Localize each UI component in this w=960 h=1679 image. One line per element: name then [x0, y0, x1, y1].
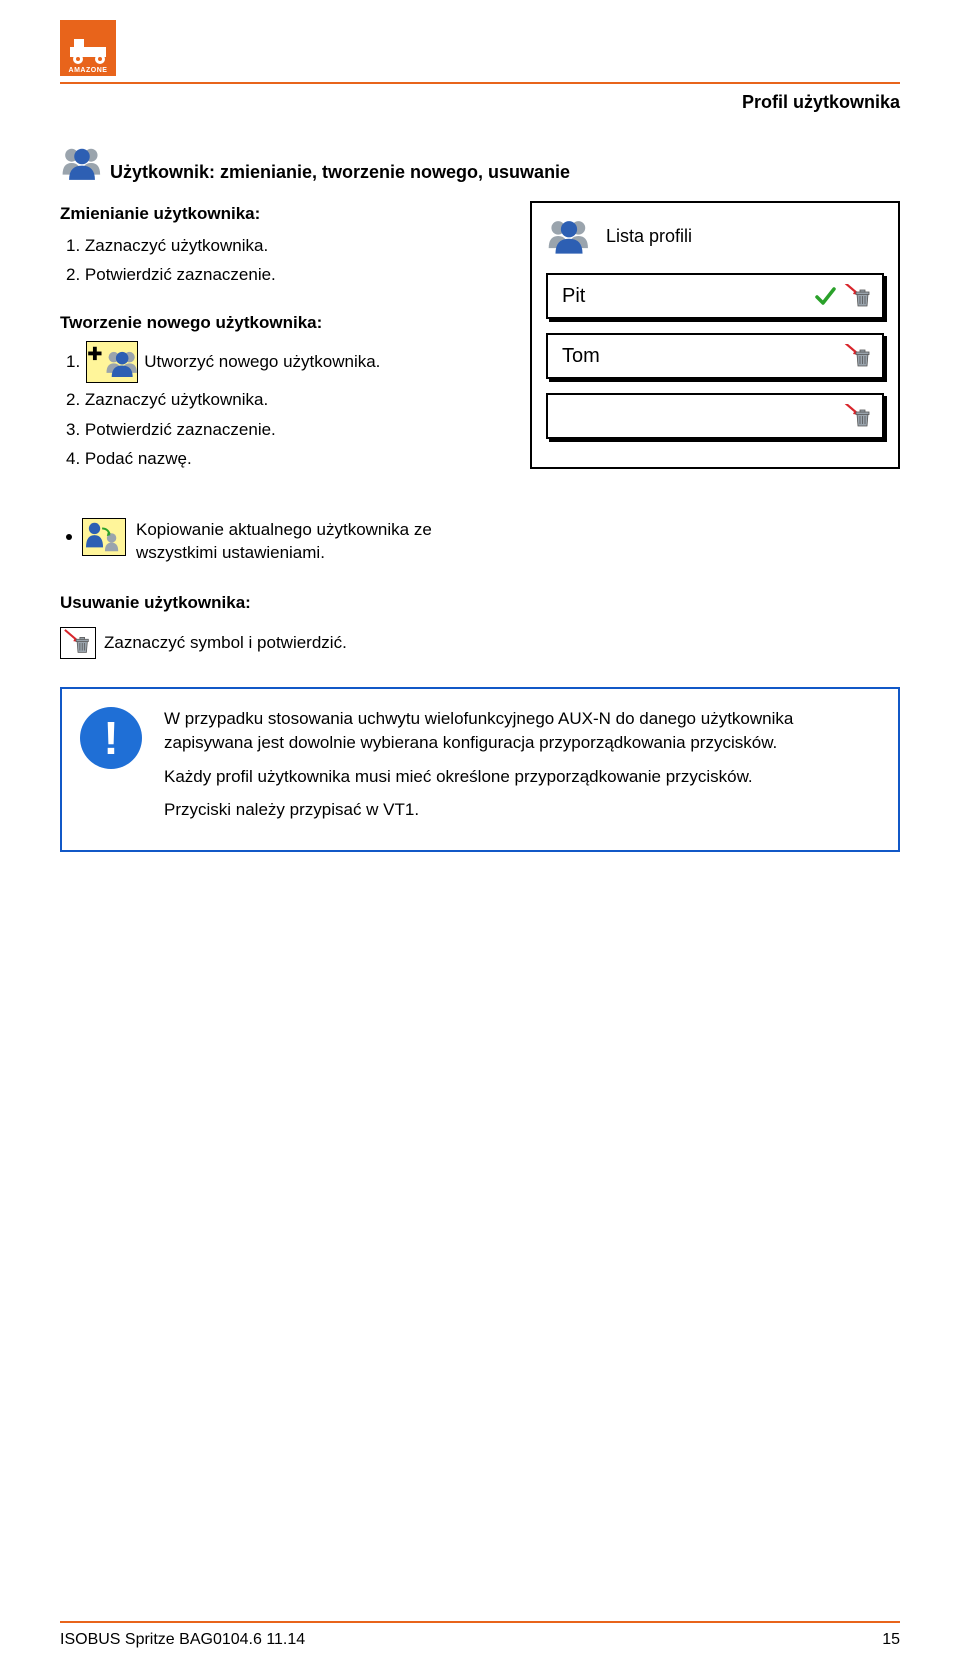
people-icon	[546, 215, 592, 257]
trash-icon	[60, 627, 96, 659]
info-p3: Przyciski należy przypisać w VT1.	[164, 798, 878, 822]
people-icon	[60, 143, 104, 183]
page-title: Profil użytkownika	[60, 92, 900, 113]
info-icon: !	[80, 707, 142, 769]
profile-row[interactable]: Tom	[546, 333, 884, 379]
logo-text: AMAZONE	[69, 67, 108, 74]
logo: AMAZONE	[60, 20, 116, 76]
footer-rule	[60, 1621, 900, 1623]
create-step-1-text: Utworzyć nowego użytkownika.	[144, 349, 380, 375]
create-user-heading: Tworzenie nowego użytkownika:	[60, 310, 500, 336]
footer-left: ISOBUS Spritze BAG0104.6 11.14	[60, 1631, 305, 1649]
change-step-2: 2. Potwierdzić zaznaczenie.	[66, 262, 500, 288]
info-p1: W przypadku stosowania uchwytu wielofunk…	[164, 707, 878, 755]
create-step-3: 3. Potwierdzić zaznaczenie.	[66, 417, 500, 443]
delete-user-heading: Usuwanie użytkownika:	[60, 593, 900, 613]
copy-user-text: Kopiowanie aktualnego użytkownika ze wsz…	[136, 518, 456, 566]
create-step-1-num: 1.	[66, 349, 80, 375]
bullet-dot	[66, 534, 72, 540]
delete-icon[interactable]	[844, 404, 872, 428]
profile-row-label: Pit	[562, 285, 585, 308]
profile-row[interactable]	[546, 393, 884, 439]
copy-user-icon	[82, 518, 126, 556]
delete-icon[interactable]	[844, 344, 872, 368]
change-user-heading: Zmienianie użytkownika:	[60, 201, 500, 227]
create-step-2: 2. Zaznaczyć użytkownika.	[66, 387, 500, 413]
footer-right: 15	[882, 1631, 900, 1649]
create-step-4: 4. Podać nazwę.	[66, 446, 500, 472]
profile-list-title: Lista profili	[606, 226, 692, 247]
section-title: Użytkownik: zmienianie, tworzenie nowego…	[110, 162, 570, 183]
profile-row-label: Tom	[562, 345, 600, 368]
delete-icon[interactable]	[844, 284, 872, 308]
profile-list-panel: Lista profili Pit Tom	[530, 201, 900, 469]
header-rule	[60, 82, 900, 84]
change-step-1: 1. Zaznaczyć użytkownika.	[66, 233, 500, 259]
info-p2: Każdy profil użytkownika musi mieć okreś…	[164, 765, 878, 789]
profile-row[interactable]: Pit	[546, 273, 884, 319]
delete-user-text: Zaznaczyć symbol i potwierdzić.	[104, 633, 347, 653]
check-icon	[814, 285, 836, 307]
info-box: ! W przypadku stosowania uchwytu wielofu…	[60, 687, 900, 852]
add-user-icon	[86, 341, 138, 383]
